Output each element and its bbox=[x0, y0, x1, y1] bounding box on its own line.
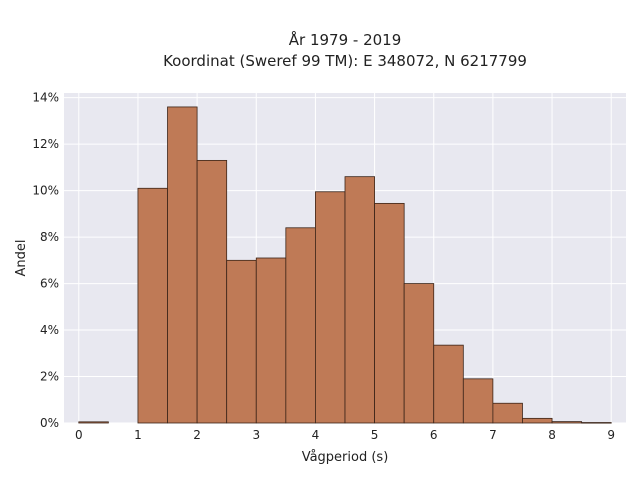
y-tick-label: 4% bbox=[40, 323, 59, 337]
x-tick-label: 0 bbox=[75, 428, 83, 442]
histogram-bar bbox=[226, 259, 257, 424]
histogram-bar bbox=[78, 421, 109, 424]
histogram-bar bbox=[433, 344, 464, 424]
x-axis-ticks: 0 1 2 3 4 5 6 7 8 9 bbox=[75, 428, 615, 442]
histogram-bar bbox=[315, 191, 346, 424]
y-axis-ticks: 0% 2% 4% 6% 8% 10% 12% 14% bbox=[32, 91, 59, 430]
chart-title: År 1979 - 2019 bbox=[289, 30, 402, 49]
x-tick-label: 1 bbox=[134, 428, 142, 442]
x-tick-label: 2 bbox=[193, 428, 201, 442]
y-tick-label: 12% bbox=[32, 137, 59, 151]
x-tick-label: 7 bbox=[489, 428, 497, 442]
x-tick-label: 3 bbox=[252, 428, 260, 442]
histogram-bar bbox=[522, 417, 553, 424]
y-tick-label: 0% bbox=[40, 416, 59, 430]
x-tick-label: 5 bbox=[371, 428, 379, 442]
bars bbox=[78, 106, 612, 424]
y-axis-label: Andel bbox=[14, 240, 29, 277]
histogram-bar bbox=[285, 227, 316, 424]
histogram-bar bbox=[581, 422, 612, 424]
y-tick-label: 8% bbox=[40, 230, 59, 244]
chart-subtitle: Koordinat (Sweref 99 TM): E 348072, N 62… bbox=[163, 52, 527, 70]
histogram-bar bbox=[255, 257, 287, 424]
histogram-bar bbox=[167, 106, 198, 424]
x-tick-label: 8 bbox=[548, 428, 556, 442]
histogram-bar bbox=[403, 283, 435, 424]
y-tick-label: 10% bbox=[32, 184, 59, 198]
histogram-bar bbox=[462, 378, 494, 424]
x-axis-label: Vågperiod (s) bbox=[302, 450, 389, 465]
y-tick-label: 6% bbox=[40, 277, 59, 291]
histogram-bar bbox=[344, 176, 375, 424]
histogram-bar bbox=[492, 402, 523, 424]
x-tick-label: 9 bbox=[607, 428, 615, 442]
x-tick-label: 4 bbox=[312, 428, 320, 442]
y-tick-label: 2% bbox=[40, 370, 59, 384]
y-tick-label: 14% bbox=[32, 91, 59, 105]
histogram-bar bbox=[551, 421, 583, 424]
histogram-bar bbox=[196, 159, 228, 424]
histogram-bar bbox=[374, 202, 405, 424]
x-tick-label: 6 bbox=[430, 428, 438, 442]
histogram-bar bbox=[137, 187, 168, 424]
